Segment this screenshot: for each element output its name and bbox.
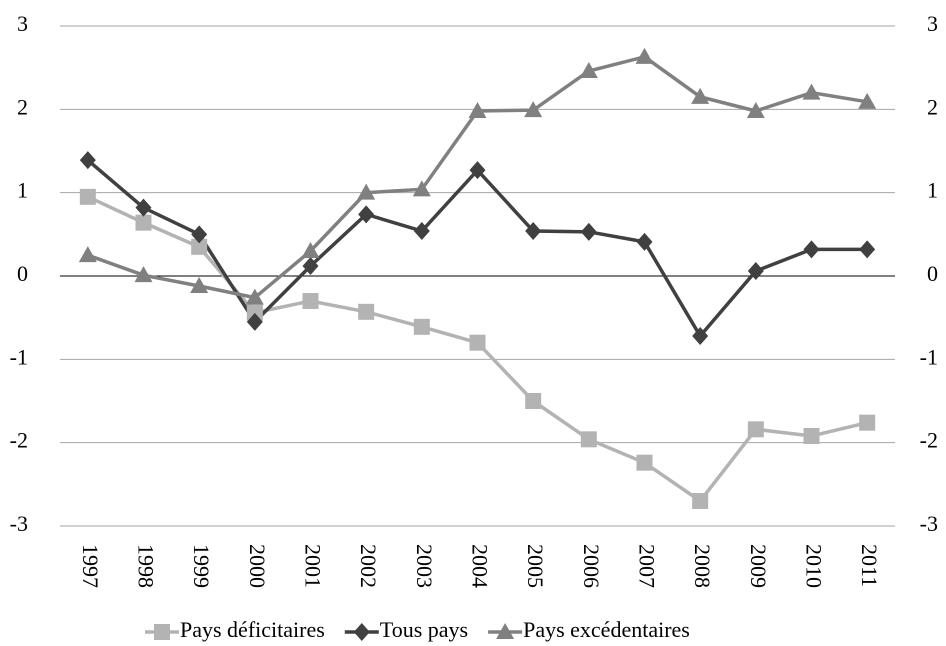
legend-label: Pays déficitaires — [180, 617, 325, 642]
data-point — [858, 92, 877, 109]
x-tick-label: 2001 — [300, 544, 325, 588]
data-point — [245, 288, 264, 305]
data-point — [468, 102, 487, 118]
data-point — [135, 214, 152, 231]
data-point — [358, 303, 375, 320]
data-point — [803, 428, 820, 444]
data-point — [79, 188, 96, 205]
legend-marker — [353, 623, 370, 641]
data-point — [191, 225, 208, 244]
data-point — [635, 47, 654, 64]
y2-tick-label: -2 — [920, 428, 938, 453]
data-point — [859, 414, 876, 431]
data-point — [78, 246, 97, 263]
legend-item: Tous pays — [344, 617, 468, 642]
data-point — [692, 327, 709, 345]
data-point — [413, 222, 430, 240]
data-point — [469, 334, 486, 351]
x-tick-label: 1997 — [78, 544, 103, 588]
legend-label: Pays excédentaires — [523, 617, 690, 642]
x-tick-label: 2009 — [746, 544, 771, 588]
data-point — [524, 101, 543, 118]
data-point — [302, 257, 319, 275]
legend-item: Pays déficitaires — [145, 617, 325, 642]
y-tick-label: 1 — [17, 178, 28, 203]
y2-tick-label: -1 — [920, 344, 938, 369]
y2-tick-label: -3 — [920, 511, 938, 536]
data-point — [135, 198, 152, 217]
data-point — [803, 240, 820, 259]
y2-tick-label: 3 — [927, 11, 938, 36]
data-point — [301, 242, 320, 258]
legend-marker — [154, 624, 170, 640]
y-tick-label: -3 — [10, 511, 28, 536]
data-point — [246, 304, 263, 321]
y-tick-label: 3 — [17, 11, 28, 36]
data-point — [525, 222, 542, 240]
y2-tick-label: 2 — [927, 94, 938, 119]
data-point — [412, 180, 431, 197]
x-tick-label: 2007 — [634, 544, 659, 588]
data-point — [79, 151, 96, 170]
data-point — [636, 454, 653, 471]
data-point — [580, 431, 597, 448]
y-tick-label: -1 — [10, 344, 28, 369]
data-point — [358, 205, 375, 224]
data-point — [580, 222, 597, 241]
data-point — [747, 421, 764, 438]
y-tick-label: -2 — [10, 428, 28, 453]
data-point — [302, 293, 319, 309]
y-tick-label: 0 — [17, 261, 28, 286]
x-tick-label: 2003 — [412, 544, 437, 588]
data-point — [134, 266, 153, 283]
data-point — [747, 262, 764, 280]
y2-tick-label: 0 — [927, 261, 938, 286]
legend-label: Tous pays — [380, 617, 468, 642]
x-tick-label: 2008 — [690, 544, 715, 588]
x-tick-label: 2006 — [579, 544, 604, 588]
legend-marker — [496, 623, 515, 639]
data-point — [413, 318, 430, 335]
legend-item: Pays excédentaires — [488, 617, 690, 642]
data-point — [746, 102, 765, 118]
x-tick-label: 2005 — [523, 544, 548, 588]
x-tick-label: 1998 — [133, 544, 158, 588]
x-tick-label: 2004 — [467, 544, 492, 588]
x-tick-label: 2011 — [857, 544, 882, 587]
data-point — [191, 238, 208, 255]
data-point — [859, 240, 876, 259]
data-point — [636, 232, 653, 251]
x-tick-label: 1999 — [189, 544, 214, 588]
data-point — [525, 393, 542, 409]
x-tick-label: 2010 — [801, 544, 826, 588]
data-point — [691, 87, 710, 104]
data-point — [246, 312, 263, 331]
y2-tick-label: 1 — [927, 178, 938, 203]
x-tick-label: 2002 — [356, 544, 381, 588]
data-point — [579, 62, 598, 78]
x-tick-label: 2000 — [245, 544, 270, 588]
data-point — [469, 161, 486, 180]
data-point — [357, 183, 376, 200]
data-point — [190, 277, 209, 293]
data-point — [802, 83, 821, 100]
y-tick-label: 2 — [17, 94, 28, 119]
data-point — [692, 493, 709, 509]
